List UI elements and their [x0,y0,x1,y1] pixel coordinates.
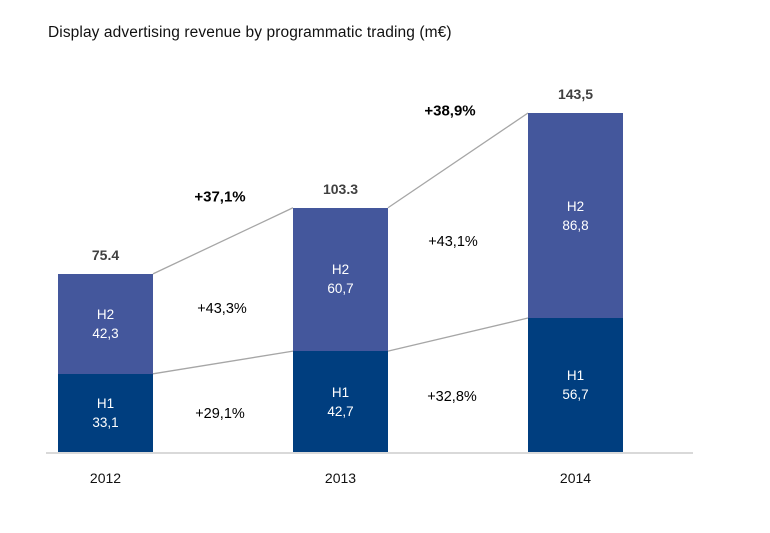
bar-2013: 103.3 H2 60,7 H1 42,7 2013 [293,0,388,533]
bar-total-label: 75.4 [91,246,120,263]
segment-value: 86,8 [562,217,589,233]
bar-segment-h2: H2 86,8 [528,113,623,319]
segment-value: 42,7 [327,403,354,419]
segment-value: 33,1 [92,414,119,430]
bar-segment-h1: H1 42,7 [293,351,388,452]
growth-h1-2012-2013: +29,1% [195,406,245,422]
segment-name: H1 [331,384,350,400]
segment-value: 56,7 [562,387,589,403]
bar-segment-h2: H2 60,7 [293,207,388,352]
growth-total-2012-2013: +37,1% [194,188,246,206]
segment-name: H1 [566,368,585,384]
x-axis-label: 2013 [324,470,357,486]
bar-segment-h1: H1 33,1 [58,373,153,452]
bar-2014: 143,5 H2 86,8 H1 56,7 2014 [528,0,623,533]
bar-2012: 75.4 H2 42,3 H1 33,1 2012 [58,0,153,533]
bar-segment-h1: H1 56,7 [528,318,623,452]
segment-name: H2 [566,198,585,214]
bar-segment-h2: H2 42,3 [58,273,153,374]
growth-total-2013-2014: +38,9% [424,102,476,120]
segment-value: 42,3 [92,325,119,341]
x-axis-label: 2014 [559,470,592,486]
x-axis-line [46,452,693,454]
segment-name: H2 [331,262,350,278]
segment-name: H1 [96,395,115,411]
growth-h2-2012-2013: +43,3% [197,301,247,317]
chart-title: Display advertising revenue by programma… [48,24,452,41]
bar-total-label: 103.3 [322,180,359,197]
growth-h2-2013-2014: +43,1% [428,234,478,250]
bar-total-label: 143,5 [557,86,594,102]
segment-value: 60,7 [327,281,354,297]
growth-h1-2013-2014: +32,8% [427,389,477,405]
x-axis-label: 2012 [89,470,122,486]
segment-name: H2 [96,306,115,322]
